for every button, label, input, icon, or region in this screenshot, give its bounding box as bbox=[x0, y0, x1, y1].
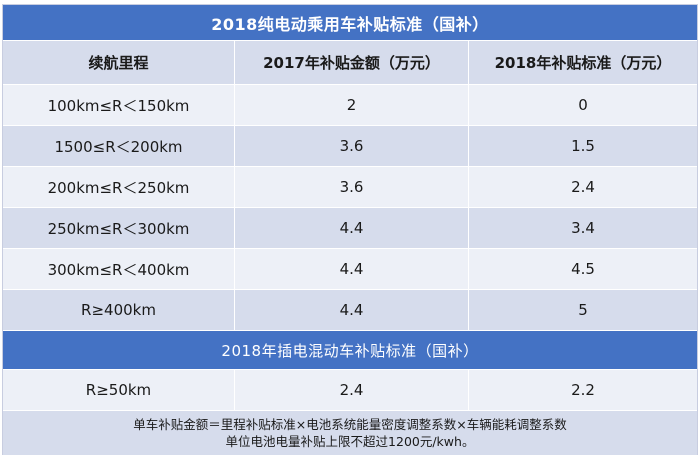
subsidy-2018-cell: 2.4 bbox=[571, 178, 595, 196]
range-cell: R≥400km bbox=[3, 290, 235, 330]
table-row: 200km≤R＜250km 3.6 2.4 bbox=[3, 167, 697, 208]
range-cell: 300km≤R＜400km bbox=[3, 249, 235, 289]
range-cell: 250km≤R＜300km bbox=[3, 208, 235, 248]
subsidy-2018-cell: 5 bbox=[578, 301, 588, 319]
subsidy-2017-cell: 2.4 bbox=[235, 370, 469, 410]
subsidy-2017-cell: 2 bbox=[235, 85, 469, 125]
header-row: 续航里程 2017年补贴金额（万元） 2018年补贴标准（万元） bbox=[3, 41, 697, 85]
subsidy-2017-cell: 4.4 bbox=[235, 249, 469, 289]
header-2018: 2018年补贴标准（万元） bbox=[494, 54, 672, 72]
header-range: 续航里程 bbox=[3, 41, 235, 84]
range-cell: 200km≤R＜250km bbox=[3, 167, 235, 207]
subsidy-2018-cell: 2.2 bbox=[571, 381, 595, 399]
range-cell: 1500≤R＜200km bbox=[3, 126, 235, 166]
table-row: 100km≤R＜150km 2 0 bbox=[3, 85, 697, 126]
header-2017: 2017年补贴金额（万元） bbox=[235, 41, 469, 84]
table-row: 250km≤R＜300km 4.4 3.4 bbox=[3, 208, 697, 249]
table-row: 300km≤R＜400km 4.4 4.5 bbox=[3, 249, 697, 290]
subsidy-2018-cell: 3.4 bbox=[571, 219, 595, 237]
phev-section-title: 2018年插电混动车补贴标准（国补） bbox=[3, 331, 697, 370]
subsidy-2017-cell: 4.4 bbox=[235, 208, 469, 248]
table-row: R≥400km 4.4 5 bbox=[3, 290, 697, 331]
table-row: 1500≤R＜200km 3.6 1.5 bbox=[3, 126, 697, 167]
subsidy-table: 2018纯电动乘用车补贴标准（国补） 续航里程 2017年补贴金额（万元） 20… bbox=[2, 4, 698, 455]
subsidy-2018-cell: 4.5 bbox=[571, 260, 595, 278]
subsidy-2018-cell: 0 bbox=[578, 96, 588, 114]
subsidy-2017-cell: 3.6 bbox=[235, 126, 469, 166]
subsidy-2017-cell: 4.4 bbox=[235, 290, 469, 330]
formula-note: 单车补贴金额＝里程补贴标准×电池系统能量密度调整系数×车辆能耗调整系数 bbox=[133, 417, 567, 432]
range-cell: R≥50km bbox=[3, 370, 235, 410]
range-cell: 100km≤R＜150km bbox=[3, 85, 235, 125]
table-row: R≥50km 2.4 2.2 bbox=[3, 370, 697, 411]
subsidy-2017-cell: 3.6 bbox=[235, 167, 469, 207]
table-title: 2018纯电动乘用车补贴标准（国补） bbox=[3, 5, 697, 41]
subsidy-2018-cell: 1.5 bbox=[571, 137, 595, 155]
cap-note: 单位电池电量补贴上限不超过1200元/kwh。 bbox=[225, 434, 475, 449]
footnotes: 单车补贴金额＝里程补贴标准×电池系统能量密度调整系数×车辆能耗调整系数 单位电池… bbox=[3, 411, 697, 455]
